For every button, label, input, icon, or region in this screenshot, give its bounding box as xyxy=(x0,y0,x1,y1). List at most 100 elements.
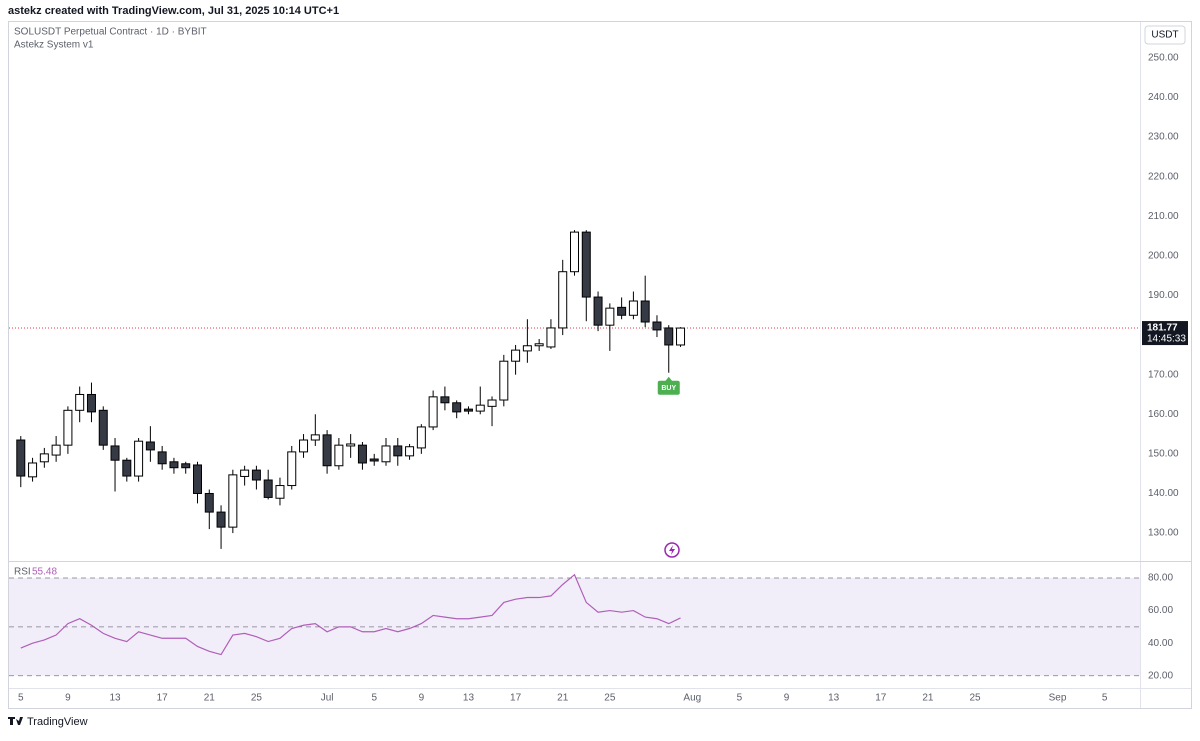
candle-body xyxy=(98,409,108,446)
candle-body xyxy=(676,327,686,346)
candle-body xyxy=(581,231,591,298)
candle-body xyxy=(134,440,144,477)
candle-body xyxy=(145,441,155,451)
candle-body xyxy=(346,443,356,447)
annotation-label: BUY xyxy=(661,385,676,392)
candle-body xyxy=(251,469,261,481)
y-tick-label: 200.00 xyxy=(1148,251,1179,262)
last-price: 181.77 xyxy=(1147,323,1178,334)
x-tick-label: 5 xyxy=(371,693,377,704)
y-tick-label: 150.00 xyxy=(1148,449,1179,460)
x-tick-label: 17 xyxy=(157,693,169,704)
x-tick-label: 21 xyxy=(557,693,569,704)
candle-body xyxy=(499,360,509,401)
candle-body xyxy=(299,439,309,453)
footer-logo xyxy=(8,717,23,725)
candle-body xyxy=(39,453,49,463)
rsi-band xyxy=(9,577,1140,676)
candle-body xyxy=(664,327,674,346)
candle-body xyxy=(263,479,273,498)
y-tick-label: 80.00 xyxy=(1148,573,1173,584)
currency-box xyxy=(1144,25,1186,45)
candle-body xyxy=(310,434,320,441)
candle-body xyxy=(605,307,615,326)
x-tick-label: Sep xyxy=(1049,693,1067,704)
candle-body xyxy=(652,321,662,331)
candle-body xyxy=(75,393,85,411)
candle-body xyxy=(16,439,26,477)
x-tick-label: 25 xyxy=(970,693,982,704)
y-tick-label: 230.00 xyxy=(1148,132,1179,143)
candle-body xyxy=(157,451,167,465)
candle-body xyxy=(322,434,332,467)
x-tick-label: 21 xyxy=(922,693,934,704)
chart-subtitle: Astekz System v1 xyxy=(14,40,94,51)
y-tick-label: 250.00 xyxy=(1148,53,1179,64)
chart-title: SOLUSDT Perpetual Contract · 1D · BYBIT xyxy=(14,27,207,38)
candle-body xyxy=(558,271,568,329)
candle-body xyxy=(357,444,367,464)
candle-body xyxy=(122,459,132,477)
x-tick-label: 13 xyxy=(463,693,475,704)
candle-body xyxy=(51,444,61,456)
candle-body xyxy=(287,451,297,487)
candle-body xyxy=(475,404,485,412)
x-tick-label: 5 xyxy=(18,693,24,704)
candle-body xyxy=(275,485,285,499)
rsi-line xyxy=(20,573,681,656)
currency: USDT xyxy=(1151,30,1178,41)
candle-body xyxy=(369,458,379,462)
candle-body xyxy=(28,462,38,478)
alert-icon xyxy=(664,542,680,558)
x-tick-label: 17 xyxy=(510,693,522,704)
candle-body xyxy=(546,327,556,348)
candle-body xyxy=(440,396,450,404)
candle-body xyxy=(416,426,426,449)
candle-body xyxy=(393,445,403,457)
candle-body xyxy=(570,231,579,273)
x-tick-label: 13 xyxy=(828,693,840,704)
candle-body xyxy=(617,306,627,316)
candle-body xyxy=(452,402,462,413)
y-tick-label: 160.00 xyxy=(1148,409,1179,420)
candle-body xyxy=(534,343,544,347)
candle-body xyxy=(204,492,214,513)
candle-body xyxy=(511,349,521,362)
x-tick-label: 9 xyxy=(784,693,790,704)
x-tick-label: 9 xyxy=(419,693,425,704)
candle-body xyxy=(628,300,638,316)
annotation-box xyxy=(657,380,680,395)
candle-body xyxy=(63,409,73,446)
legend-value: 55.48 xyxy=(32,567,57,578)
x-tick-label: 13 xyxy=(109,693,121,704)
candle-body xyxy=(216,511,226,528)
candle-body xyxy=(181,463,191,469)
x-tick-label: Jul xyxy=(321,693,334,704)
candle-body xyxy=(522,345,532,352)
x-tick-label: 9 xyxy=(65,693,71,704)
candle-body xyxy=(405,446,415,457)
candle-body xyxy=(228,474,238,528)
candle-body xyxy=(593,296,603,326)
candle-body xyxy=(640,300,650,323)
candle-body xyxy=(463,408,473,412)
y-tick-label: 190.00 xyxy=(1148,290,1179,301)
x-tick-label: 17 xyxy=(875,693,887,704)
y-tick-label: 140.00 xyxy=(1148,488,1179,499)
candle-body xyxy=(110,445,120,461)
y-tick-label: 130.00 xyxy=(1148,528,1179,539)
footer: TradingView xyxy=(27,716,88,728)
candle-body xyxy=(169,461,179,469)
x-tick-label: 25 xyxy=(604,693,616,704)
chart-frame xyxy=(8,21,1192,709)
y-tick-label: 220.00 xyxy=(1148,171,1179,182)
candle-body xyxy=(381,445,391,463)
y-tick-label: 170.00 xyxy=(1148,369,1179,380)
last-price-box xyxy=(1142,321,1188,346)
header: astekz created with TradingView.com, Jul… xyxy=(8,5,339,17)
x-tick-label: 25 xyxy=(251,693,263,704)
x-tick-label: 5 xyxy=(737,693,743,704)
